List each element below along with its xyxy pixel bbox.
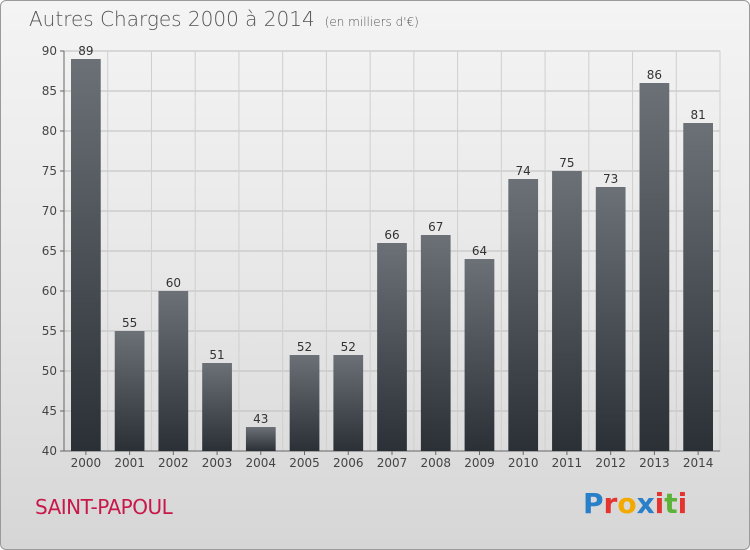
data-labels: 89 55 60 51 43 52 52 66 67 64 74 75 73 86 81 [78, 44, 706, 426]
x-tick-label: 2004 [246, 456, 277, 470]
x-tick-label: 2003 [202, 456, 233, 470]
x-tick-label: 2005 [289, 456, 320, 470]
bar [245, 427, 276, 451]
y-tick-label: 60 [42, 284, 57, 298]
logo-letter: i [654, 487, 665, 520]
bar [639, 83, 670, 451]
y-tick-label: 45 [42, 404, 57, 418]
y-tick-label: 50 [42, 364, 57, 378]
bar [595, 187, 626, 451]
commune-name: SAINT-PAPOUL [35, 495, 173, 519]
data-label: 74 [516, 164, 531, 178]
chart-title: Autres Charges 2000 à 2014 (en milliers d… [29, 7, 419, 31]
bars [70, 59, 714, 451]
x-tick-label: 2007 [377, 456, 408, 470]
x-tick-label: 2010 [508, 456, 539, 470]
bar [552, 171, 582, 451]
y-tick-label: 90 [42, 44, 57, 58]
y-tick-label: 75 [42, 164, 57, 178]
bar [70, 59, 101, 451]
x-tick-label: 2000 [71, 456, 102, 470]
y-tick-label: 55 [42, 324, 57, 338]
data-label: 81 [690, 108, 705, 122]
x-tick-label: 2008 [420, 456, 451, 470]
y-tick-label: 65 [42, 244, 57, 258]
data-label: 55 [122, 316, 137, 330]
bar [333, 355, 364, 451]
logo-letter: t [664, 487, 678, 520]
tick-labels: 40 45 50 55 60 65 70 75 80 85 90 2000 2001 2002 2003 20… [42, 44, 714, 470]
proxiti-logo[interactable]: Proxiti [583, 487, 687, 520]
data-label: 52 [297, 340, 312, 354]
logo-letter: P [583, 487, 604, 520]
logo-letter: x [636, 487, 655, 520]
bar [114, 331, 145, 451]
bar [683, 123, 714, 451]
x-tick-label: 2012 [595, 456, 626, 470]
data-label: 67 [428, 220, 443, 234]
data-label: 52 [341, 340, 356, 354]
y-tick-label: 70 [42, 204, 57, 218]
data-label: 75 [559, 156, 574, 170]
data-label: 60 [166, 276, 181, 290]
x-tick-label: 2001 [114, 456, 145, 470]
data-label: 66 [384, 228, 399, 242]
logo-letter: o [617, 487, 637, 520]
bar [202, 363, 232, 451]
data-label: 43 [253, 412, 268, 426]
bar [464, 259, 495, 451]
logo-letter: i [677, 487, 688, 520]
data-label: 86 [647, 68, 662, 82]
y-tick-label: 85 [42, 84, 57, 98]
x-tick-label: 2006 [333, 456, 364, 470]
data-label: 73 [603, 172, 618, 186]
y-tick-label: 40 [42, 444, 57, 458]
data-label: 89 [78, 44, 93, 58]
x-tick-label: 2014 [683, 456, 714, 470]
y-tick-label: 80 [42, 124, 57, 138]
data-label: 51 [209, 348, 224, 362]
bar [289, 355, 320, 451]
data-label: 64 [472, 244, 487, 258]
bar [158, 291, 189, 451]
chart-unit: (en milliers d'€) [324, 15, 419, 29]
x-tick-label: 2011 [552, 456, 583, 470]
bar [420, 235, 451, 451]
chart-title-text: Autres Charges 2000 à 2014 [29, 7, 315, 31]
bar [508, 179, 539, 451]
x-tick-label: 2009 [464, 456, 495, 470]
logo-letter: r [603, 487, 618, 520]
x-tick-label: 2013 [639, 456, 670, 470]
bar [377, 243, 407, 451]
x-tick-label: 2002 [158, 456, 189, 470]
